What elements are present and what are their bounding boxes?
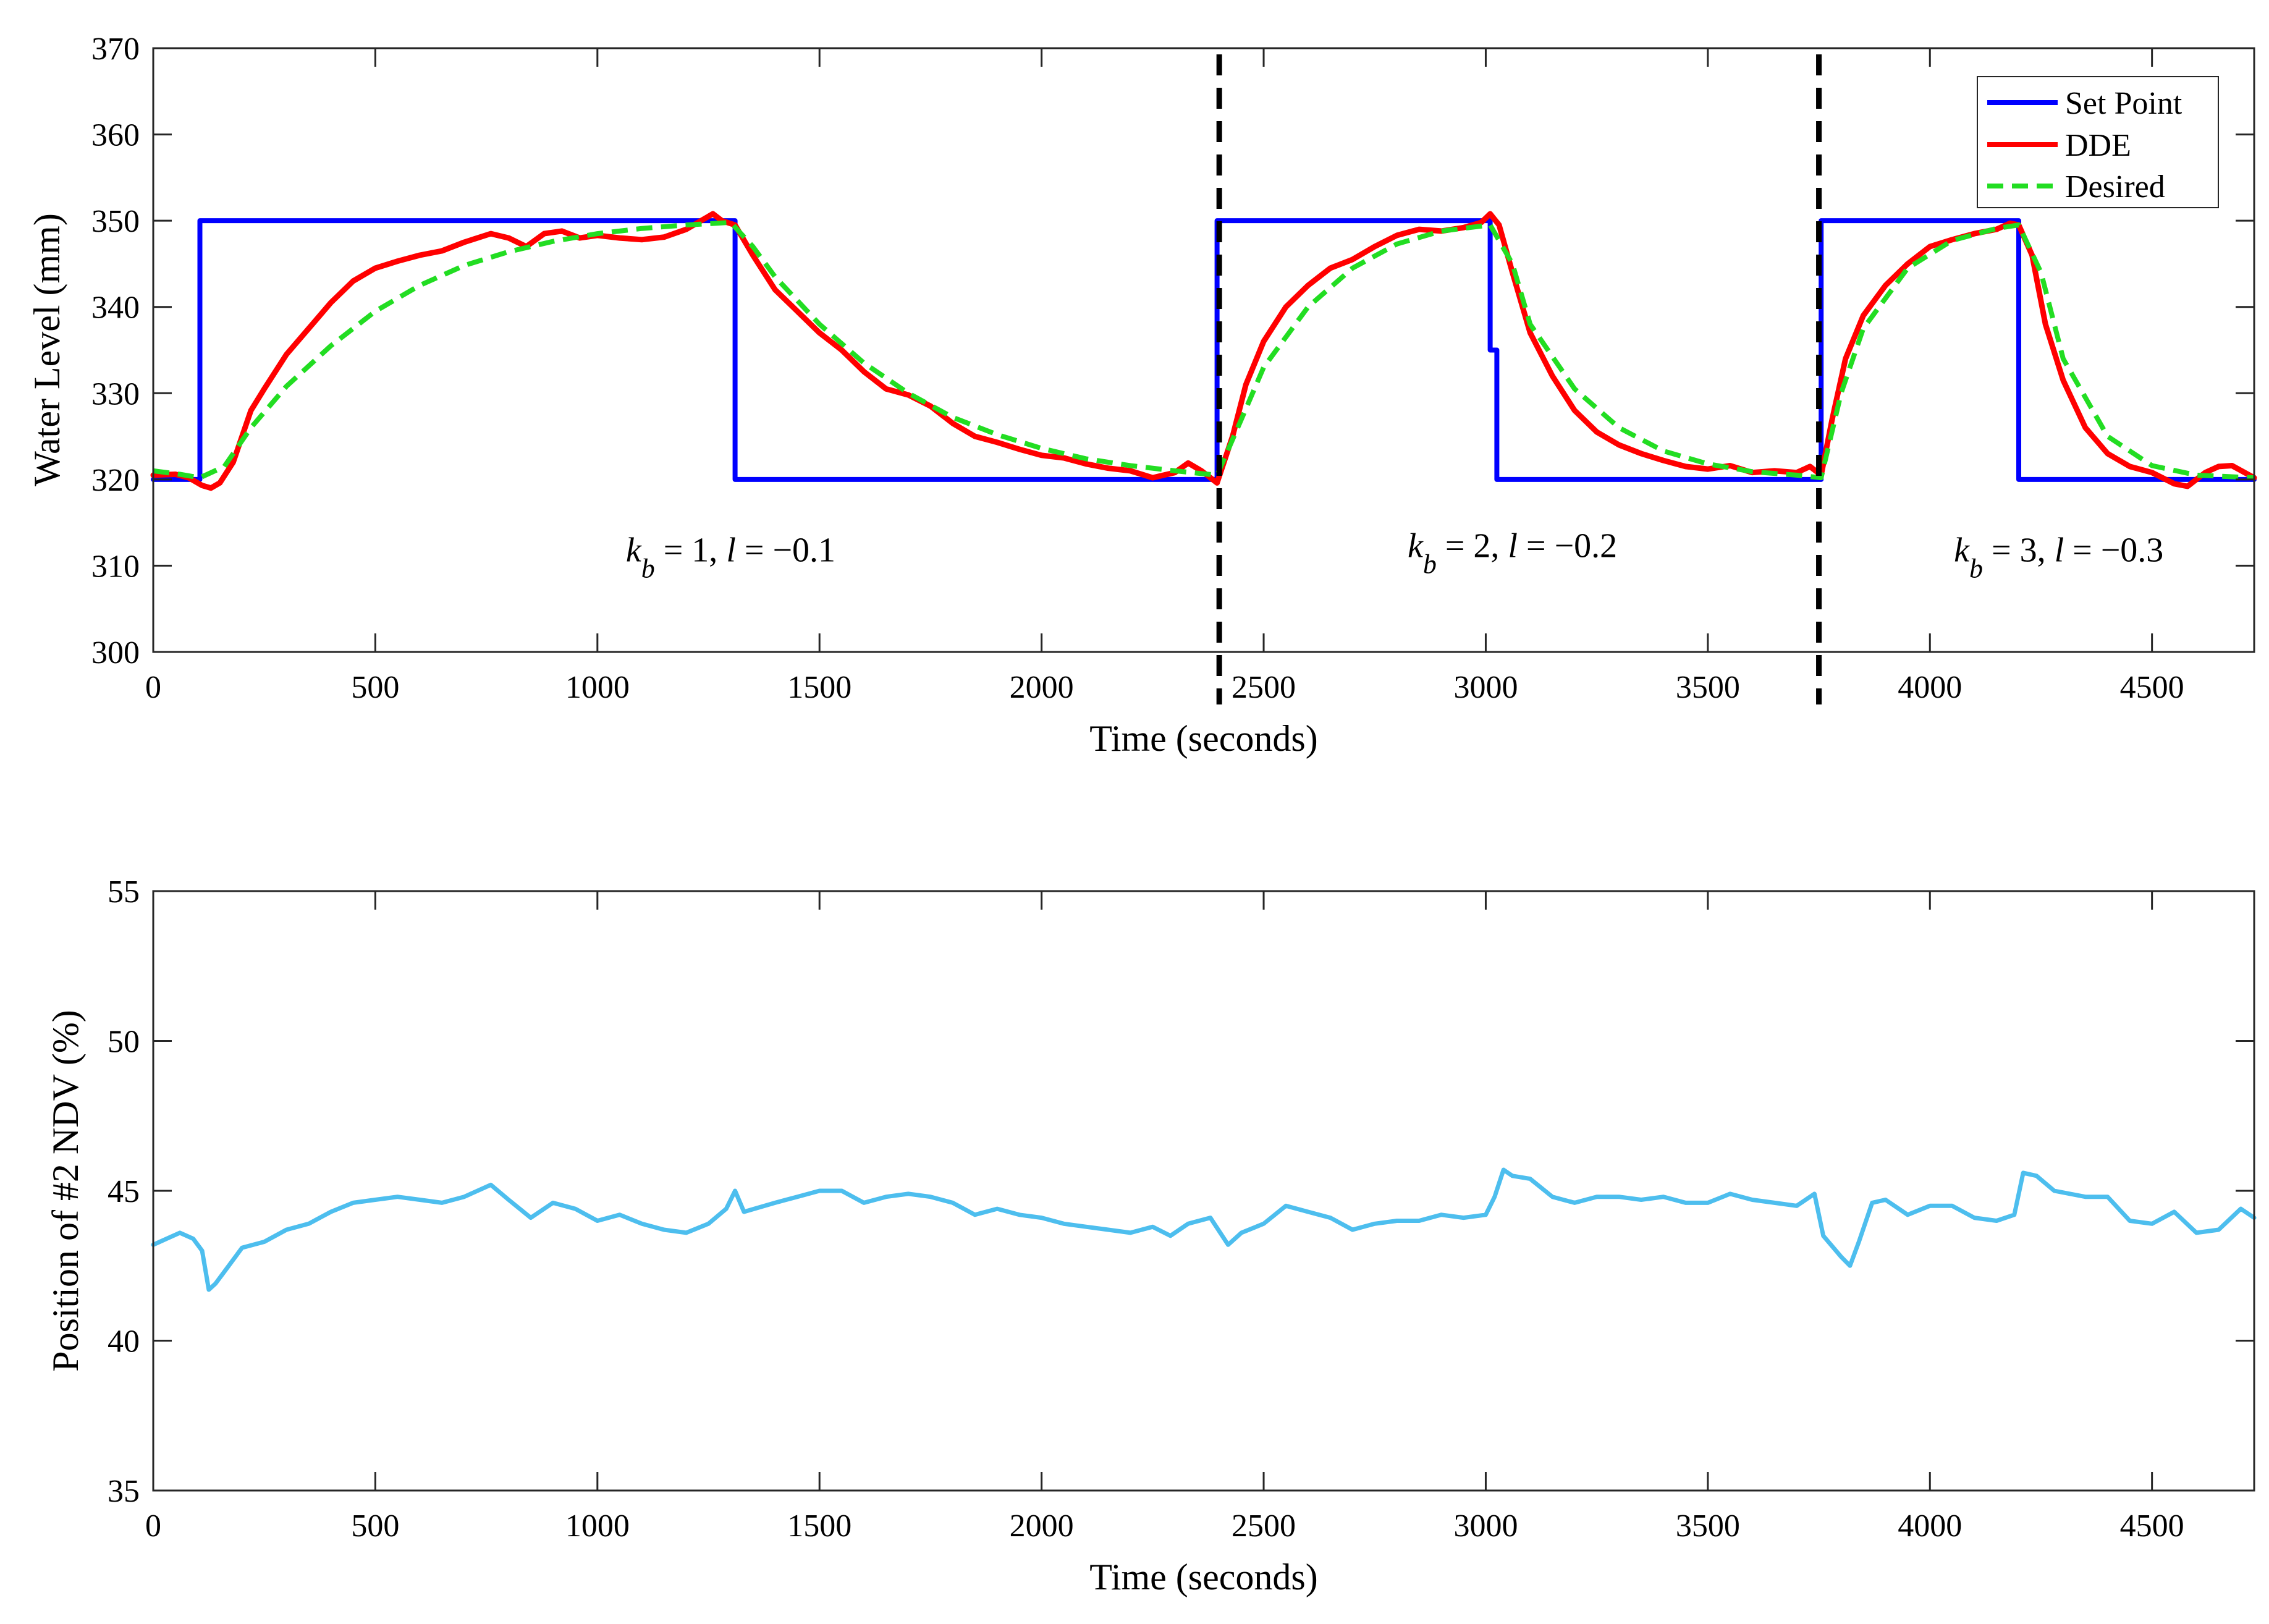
top-y-tick-label: 340: [91, 290, 140, 326]
annotation-l-value: = −0.3: [2064, 531, 2163, 569]
annotation-l-value: = −0.2: [1518, 527, 1617, 565]
bottom-x-tick-label: 4500: [2120, 1508, 2184, 1544]
bottom-y-tick-label: 40: [108, 1324, 140, 1360]
parameter-annotation: kb = 1, l = −0.1: [626, 531, 835, 583]
bottom-y-tick-label: 45: [108, 1174, 140, 1209]
series-set-point: [151, 218, 2257, 482]
parameter-annotation: kb = 2, l = −0.2: [1408, 527, 1617, 579]
top-y-tick-label: 310: [91, 549, 140, 584]
water-level-chart: 0 500 1000 1500 2000 2500 3000 3500 4000 4500 300 3…: [27, 32, 2257, 759]
annotation-k: k: [1408, 527, 1424, 565]
bottom-y-tick-label: 50: [108, 1025, 140, 1060]
legend-label-dde: DDE: [2065, 128, 2131, 163]
series-position-of-2-ndv: [151, 1167, 2257, 1292]
top-x-tick-label: 0: [145, 670, 161, 705]
top-y-tick-label: 320: [91, 463, 140, 498]
bottom-y-axis-title: Position of #2 NDV (%): [45, 1010, 86, 1372]
legend-label-set-point: Set Point: [2065, 86, 2182, 121]
top-y-axis-title: Water Level (mm): [27, 213, 67, 486]
legend: Set Point DDE Desired: [1977, 76, 2219, 208]
bottom-x-axis-title: Time (seconds): [1089, 1557, 1317, 1597]
top-x-tick-label: 4000: [1898, 670, 1962, 705]
ndv-position-chart: 0 500 1000 1500 2000 2500 3000 3500 4000 4500 35 40…: [45, 874, 2257, 1597]
top-y-tick-label: 330: [91, 376, 140, 412]
top-y-tick-label: 370: [91, 32, 140, 67]
bottom-y-tick-label: 55: [108, 874, 140, 910]
annotation-subscript: b: [1423, 549, 1437, 579]
parameter-annotation: kb = 3, l = −0.3: [1954, 531, 2163, 583]
bottom-x-tick-label: 500: [351, 1508, 399, 1544]
annotation-l: l: [726, 531, 736, 569]
bottom-y-tick-label: 35: [108, 1474, 140, 1509]
annotation-subscript: b: [1969, 553, 1983, 583]
bottom-x-tick-label: 3500: [1676, 1508, 1740, 1544]
top-y-tick-label: 300: [91, 635, 140, 670]
bottom-x-tick-label: 2500: [1232, 1508, 1296, 1544]
top-y-tick-label: 360: [91, 118, 140, 153]
series-desired: [153, 219, 2255, 481]
top-x-tick-label: 3500: [1676, 670, 1740, 705]
bottom-x-tick-label: 3000: [1453, 1508, 1518, 1544]
annotation-kb-value: = 3,: [1983, 531, 2055, 569]
annotation-l: l: [1508, 527, 1518, 565]
bottom-x-tick-label: 4000: [1898, 1508, 1962, 1544]
annotation-l: l: [2055, 531, 2064, 569]
top-plot-frame: [152, 47, 2255, 653]
annotation-kb-value: = 1,: [655, 531, 727, 569]
annotation-k: k: [1954, 531, 1970, 569]
top-x-tick-label: 2500: [1232, 670, 1296, 705]
annotation-k: k: [626, 531, 642, 569]
bottom-x-tick-label: 1000: [565, 1508, 630, 1544]
series-dde: [150, 211, 2257, 491]
top-x-tick-label: 1000: [565, 670, 630, 705]
bottom-x-tick-label: 1500: [787, 1508, 851, 1544]
top-x-axis-title: Time (seconds): [1089, 718, 1317, 759]
annotation-kb-value: = 2,: [1437, 527, 1508, 565]
bottom-x-tick-label: 2000: [1010, 1508, 1074, 1544]
top-x-tick-label: 3000: [1453, 670, 1518, 705]
annotation-subscript: b: [641, 553, 655, 583]
legend-label-desired: Desired: [2065, 169, 2165, 205]
top-y-tick-label: 350: [91, 204, 140, 239]
top-x-tick-label: 4500: [2120, 670, 2184, 705]
top-x-tick-label: 2000: [1010, 670, 1074, 705]
annotation-l-value: = −0.1: [736, 531, 835, 569]
top-x-tick-label: 1500: [787, 670, 851, 705]
top-x-tick-label: 500: [351, 670, 399, 705]
bottom-x-tick-label: 0: [145, 1508, 161, 1544]
